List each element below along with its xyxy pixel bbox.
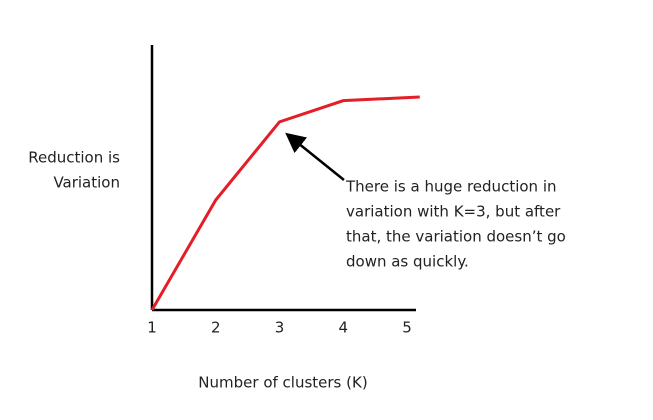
y-axis-label: Variation — [53, 174, 120, 192]
x-tick-label: 3 — [275, 319, 285, 337]
x-tick-label: 5 — [402, 319, 412, 337]
x-axis-label: Number of clusters (K) — [198, 374, 367, 392]
annotation-arrow — [285, 132, 345, 181]
y-axis-label: Reduction is — [28, 149, 120, 167]
data-line — [150, 95, 420, 311]
x-tick-label: 4 — [338, 319, 348, 337]
annotation: down as quickly. — [346, 253, 469, 271]
annotation: that, the variation doesn’t go — [346, 228, 566, 246]
annotation: There is a huge reduction in — [345, 178, 557, 196]
x-tick-label: 1 — [147, 319, 157, 337]
annotation: variation with K=3, but after — [346, 203, 561, 221]
x-tick-label: 2 — [211, 319, 221, 337]
